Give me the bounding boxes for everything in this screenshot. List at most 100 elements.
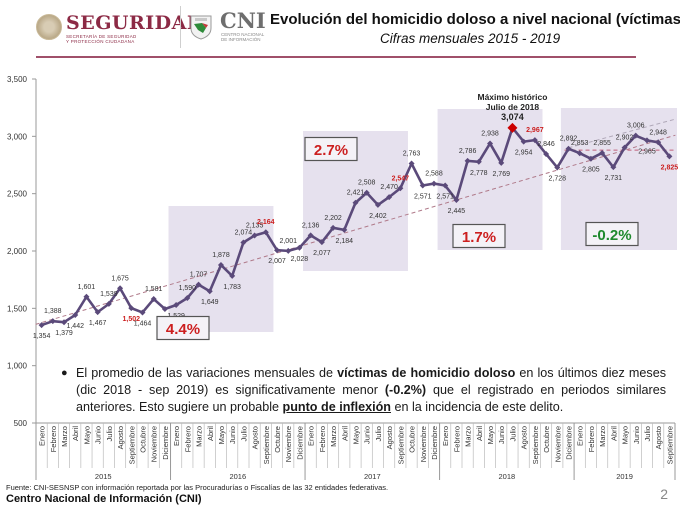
x-month-label: Noviembre bbox=[284, 426, 293, 462]
x-month-label: Noviembre bbox=[419, 426, 428, 462]
data-point bbox=[49, 318, 56, 325]
header-rule bbox=[36, 56, 636, 58]
x-month-label: Junio bbox=[632, 426, 641, 444]
source-note: Fuente: CNI-SESNSP con información repor… bbox=[6, 483, 389, 492]
data-label: 2,769 bbox=[492, 171, 510, 178]
data-point bbox=[498, 159, 505, 166]
seguridad-subtitle: SECRETARÍA DE SEGURIDAD Y PROTECCIÓN CIU… bbox=[66, 34, 137, 44]
x-month-label: Febrero bbox=[318, 426, 327, 452]
data-point bbox=[217, 261, 224, 268]
x-month-label: Junio bbox=[228, 426, 237, 444]
data-point bbox=[262, 229, 269, 236]
data-label: 2,731 bbox=[605, 175, 623, 182]
data-point bbox=[285, 247, 292, 254]
x-year-label: 2019 bbox=[616, 472, 633, 480]
x-month-label: Mayo bbox=[621, 426, 630, 444]
data-label: 2,571 bbox=[414, 194, 432, 201]
x-month-label: Enero bbox=[38, 426, 47, 446]
x-year-label: 2018 bbox=[498, 472, 515, 480]
mexico-seal-icon bbox=[36, 14, 62, 40]
data-point bbox=[150, 296, 157, 303]
x-month-label: Abril bbox=[340, 426, 349, 441]
x-month-label: Octubre bbox=[273, 426, 282, 453]
note-text-3: que el registrado en periodos similares … bbox=[76, 383, 666, 414]
cni-title: CNI bbox=[220, 8, 266, 33]
data-label: 2,028 bbox=[291, 256, 309, 263]
peak-label-line2: Julio de 2018 bbox=[486, 102, 540, 112]
x-month-label: Mayo bbox=[82, 426, 91, 444]
x-month-label: Mayo bbox=[217, 426, 226, 444]
data-label: 1,442 bbox=[66, 323, 84, 330]
data-label: 2,967 bbox=[526, 127, 544, 134]
data-label: 2,077 bbox=[313, 250, 331, 257]
x-month-label: Mayo bbox=[352, 426, 361, 444]
data-label: 1,590 bbox=[179, 285, 197, 292]
x-month-label: Julio bbox=[105, 426, 114, 441]
peak-value-label: 3,074 bbox=[501, 112, 524, 122]
data-point bbox=[666, 153, 673, 160]
period-rate-label: 1.7% bbox=[462, 229, 496, 246]
data-point bbox=[161, 306, 168, 313]
x-year-label: 2015 bbox=[95, 472, 112, 480]
data-label: 1,581 bbox=[145, 286, 163, 293]
header: SEGURIDAD SECRETARÍA DE SEGURIDAD Y PROT… bbox=[0, 0, 680, 58]
note-text-2: en los últimos diez meses (dic 2018 - se… bbox=[76, 366, 666, 397]
data-label: 2,902 bbox=[616, 135, 634, 142]
data-point bbox=[408, 160, 415, 167]
header-divider bbox=[180, 6, 181, 48]
x-month-label: Octubre bbox=[542, 426, 551, 453]
data-point bbox=[363, 189, 370, 196]
data-point bbox=[576, 150, 583, 157]
data-label: 2,136 bbox=[302, 222, 320, 229]
x-month-label: Junio bbox=[497, 426, 506, 444]
data-point bbox=[531, 137, 538, 144]
seguridad-subtitle-line2: Y PROTECCIÓN CIUDADANA bbox=[66, 39, 135, 44]
trendline bbox=[35, 134, 676, 325]
data-label: 1,783 bbox=[223, 284, 241, 291]
x-month-label: Julio bbox=[643, 426, 652, 441]
data-point bbox=[487, 140, 494, 147]
data-label: 2,588 bbox=[425, 171, 443, 178]
data-point bbox=[397, 185, 404, 192]
x-month-label: Enero bbox=[172, 426, 181, 446]
x-month-label: Septiembre bbox=[396, 426, 405, 464]
data-label: 2,853 bbox=[571, 140, 589, 147]
data-point bbox=[184, 295, 191, 302]
data-label: 2,508 bbox=[358, 180, 376, 187]
y-tick-label: 2,500 bbox=[7, 190, 28, 199]
data-point bbox=[419, 182, 426, 189]
x-month-label: Febrero bbox=[452, 426, 461, 452]
x-month-label: Febrero bbox=[49, 426, 58, 452]
data-point bbox=[475, 158, 482, 165]
x-month-label: Diciembre bbox=[565, 426, 574, 460]
data-label: 1,464 bbox=[134, 320, 152, 327]
x-month-label: Agosto bbox=[385, 426, 394, 449]
data-point bbox=[341, 226, 348, 233]
data-point bbox=[240, 239, 247, 246]
data-point bbox=[139, 309, 146, 316]
data-label: 2,135 bbox=[246, 223, 264, 230]
period-rate-label: 2.7% bbox=[314, 142, 348, 159]
data-label: 2,001 bbox=[279, 238, 297, 245]
x-month-label: Junio bbox=[363, 426, 372, 444]
data-label: 2,728 bbox=[549, 176, 567, 183]
data-label: 2,778 bbox=[470, 170, 488, 177]
data-point bbox=[430, 180, 437, 187]
y-tick-label: 1,000 bbox=[7, 362, 28, 371]
y-tick-label: 3,000 bbox=[7, 132, 28, 141]
x-month-label: Enero bbox=[307, 426, 316, 446]
data-point bbox=[554, 164, 561, 171]
peak-label-line1: Máximo histórico bbox=[477, 92, 547, 102]
y-tick-label: 1,500 bbox=[7, 304, 28, 313]
x-month-label: Diciembre bbox=[430, 426, 439, 460]
data-point bbox=[643, 137, 650, 144]
data-point bbox=[128, 305, 135, 312]
note-bold-1: víctimas de homicidio doloso bbox=[337, 366, 516, 380]
summary-note: ● El promedio de las variaciones mensual… bbox=[61, 363, 670, 418]
data-point bbox=[632, 132, 639, 139]
x-month-label: Diciembre bbox=[161, 426, 170, 460]
x-month-label: Enero bbox=[576, 426, 585, 446]
x-month-label: Noviembre bbox=[553, 426, 562, 462]
data-label: 2,805 bbox=[582, 167, 600, 174]
data-point bbox=[206, 288, 213, 295]
